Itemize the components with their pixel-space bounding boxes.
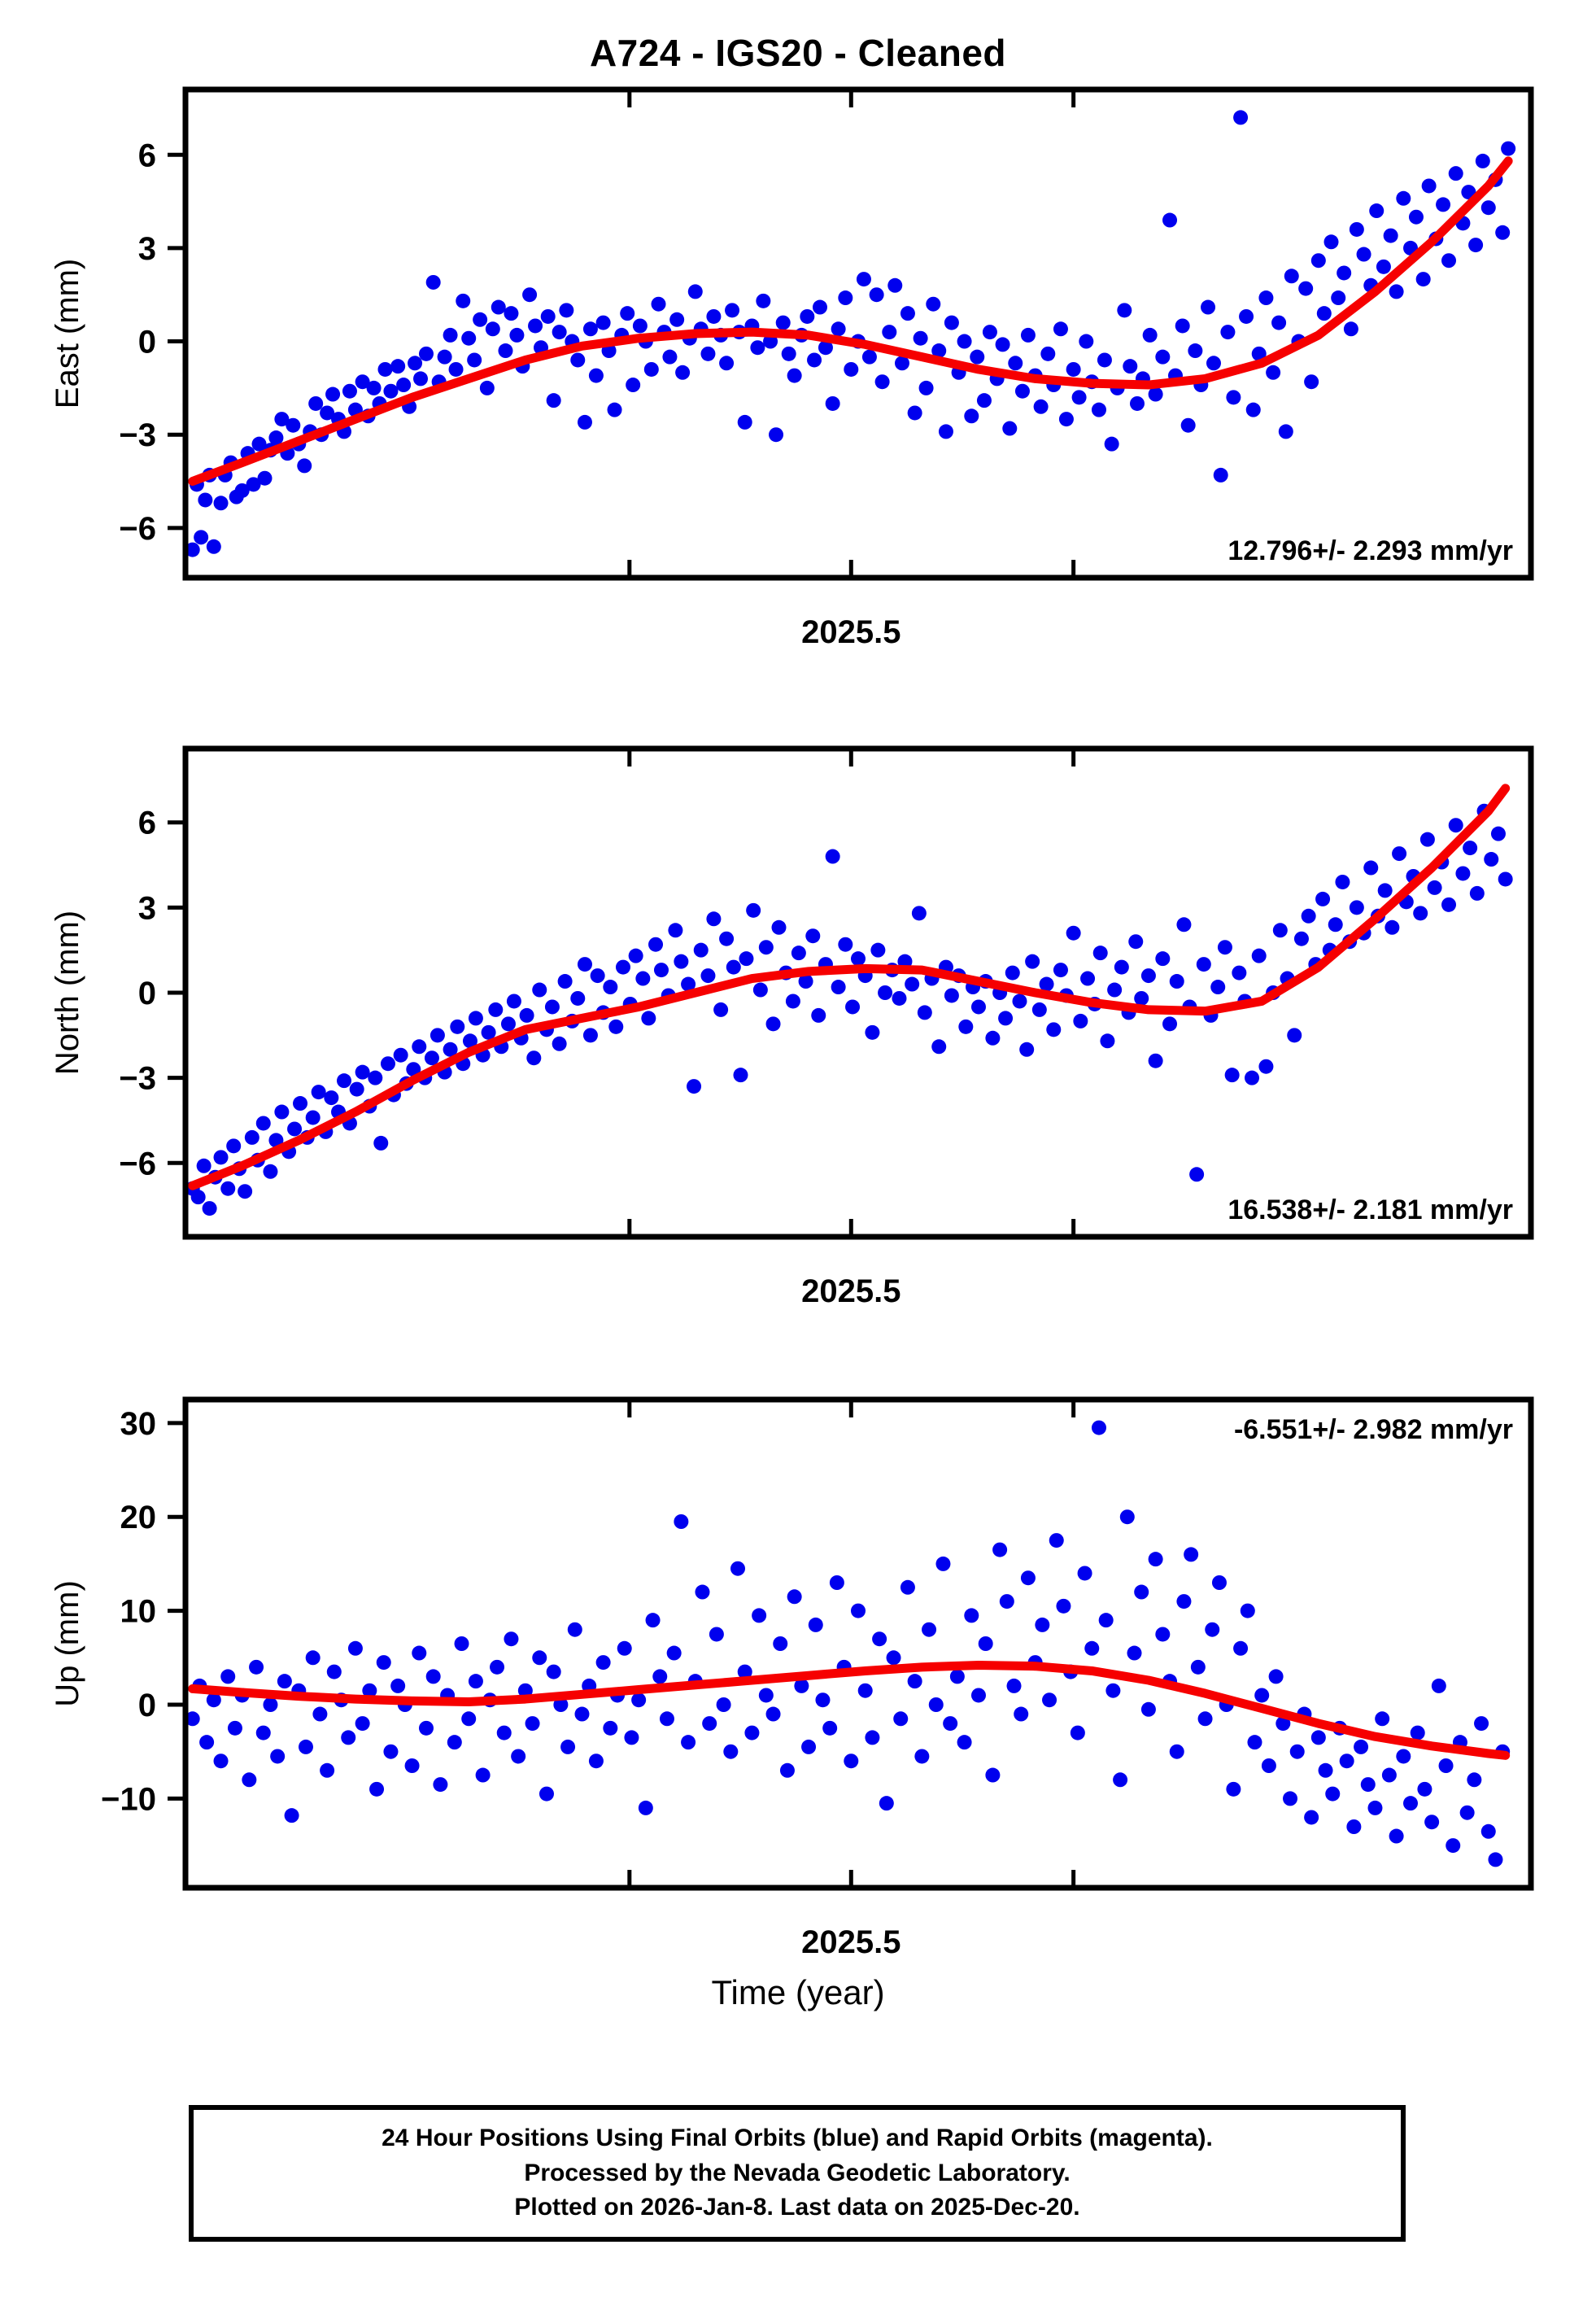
panel-up: 30 20 10 0 −10 2025.5 Up (mm) -6.551+/- 2.982 m… — [0, 1383, 1596, 2026]
rate-annotation-north: 16.538+/- 2.181 mm/yr — [1228, 1194, 1513, 1225]
page-title: A724 - IGS20 - Cleaned — [589, 32, 1007, 74]
axis-frame-up — [182, 1396, 1534, 1891]
y-axis-title-up: Up (mm) — [50, 1580, 85, 1707]
caption-line-2: Processed by the Nevada Geodetic Laborat… — [524, 2159, 1071, 2186]
plot-area-east — [185, 110, 1516, 557]
caption-line-3: Plotted on 2026-Jan-8. Last data on 2025… — [514, 2194, 1080, 2221]
chart-up: 30 20 10 0 −10 2025.5 Up (mm) -6.551+/- 2.982 m… — [50, 1396, 1534, 1960]
model-fit-line-up — [188, 1661, 1511, 1760]
x-axis-title: Time (year) — [711, 1973, 885, 2011]
chart-east: 6 3 0 −3 −6 2025.5 East (mm) 12.796+/- 2.293 mm… — [50, 86, 1534, 650]
x-tick-label: 2025.5 — [801, 1924, 900, 1960]
chart-north: 6 3 0 −3 −6 2025.5 North (mm) 16.538+/- 2.181 m… — [50, 745, 1534, 1309]
model-fit-line-north — [188, 784, 1511, 1190]
y-tick-label: 0 — [138, 325, 156, 360]
y-axis-title-east: East (mm) — [50, 259, 85, 408]
y-axis-title-north: North (mm) — [50, 911, 85, 1075]
y-tick-label: −3 — [119, 417, 156, 453]
y-tick-label: 10 — [120, 1594, 157, 1630]
data-points-north — [185, 803, 1513, 1216]
y-tick-label: −6 — [119, 1146, 156, 1181]
model-fit-line-east — [188, 156, 1513, 487]
axis-frame-east — [182, 86, 1534, 581]
y-tick-label: −6 — [119, 511, 156, 547]
x-tick-label: 2025.5 — [801, 1273, 900, 1309]
caption-line-1: 24 Hour Positions Using Final Orbits (bl… — [382, 2125, 1213, 2152]
rate-annotation-east: 12.796+/- 2.293 mm/yr — [1228, 535, 1513, 566]
axis-frame-north — [182, 745, 1534, 1240]
y-tick-label: 6 — [138, 138, 156, 173]
y-tick-label: −10 — [101, 1781, 156, 1817]
x-tick-label: 2025.5 — [801, 614, 900, 650]
y-tick-label: 3 — [138, 890, 156, 926]
y-tick-label: 20 — [120, 1500, 157, 1535]
plot-area-north — [185, 784, 1513, 1216]
data-points-up — [185, 1420, 1511, 1867]
caption-box: 24 Hour Positions Using Final Orbits (bl… — [189, 2105, 1406, 2242]
y-tick-label: 6 — [138, 806, 156, 841]
y-tick-label: −3 — [119, 1061, 156, 1097]
panel-east: 6 3 0 −3 −6 2025.5 East (mm) 12.796+/- 2.293 mm… — [0, 73, 1596, 659]
panel-north: 6 3 0 −3 −6 2025.5 North (mm) 16.538+/- 2.181 m… — [0, 732, 1596, 1318]
y-tick-label: 0 — [138, 1688, 156, 1723]
y-tick-label: 3 — [138, 231, 156, 267]
plot-area-up — [185, 1420, 1511, 1867]
y-tick-label: 0 — [138, 976, 156, 1011]
rate-annotation-up: -6.551+/- 2.982 mm/yr — [1234, 1414, 1513, 1445]
y-tick-label: 30 — [120, 1406, 157, 1442]
